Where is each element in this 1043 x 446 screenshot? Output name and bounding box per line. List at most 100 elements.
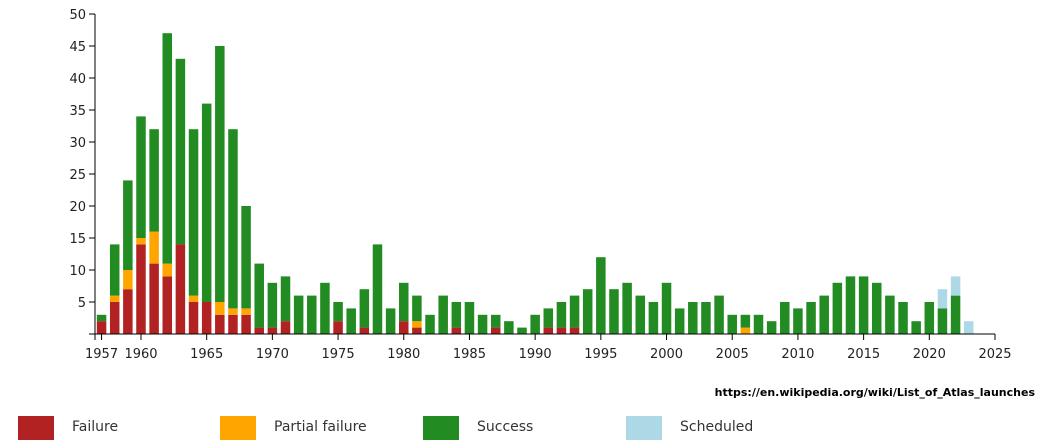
bar-partial-failure-1964 <box>188 295 199 302</box>
bar-success-1974 <box>320 282 330 334</box>
bar-success-1975 <box>333 302 343 322</box>
bar-failure-1971 <box>280 321 291 334</box>
bar-success-1976 <box>346 308 356 334</box>
bar-success-1994 <box>582 289 593 334</box>
bar-failure-1961 <box>149 263 159 334</box>
bar-success-2003 <box>701 302 711 334</box>
bar-success-1992 <box>556 302 567 328</box>
bar-failure-1958 <box>109 302 120 334</box>
bar-partial-failure-1967 <box>228 308 238 315</box>
x-tick-label: 1995 <box>584 347 617 362</box>
legend-swatch-success <box>423 416 459 440</box>
source-url[interactable]: https://en.wikipedia.org/wiki/List_of_At… <box>714 386 1035 399</box>
bar-success-1995 <box>596 257 606 334</box>
legend-label-failure: Failure <box>72 419 119 435</box>
bar-success-2008 <box>766 321 777 334</box>
bar-success-1982 <box>425 314 435 334</box>
y-tick-label: 40 <box>69 72 86 87</box>
bar-failure-1963 <box>175 244 186 334</box>
bar-failure-1991 <box>543 327 554 334</box>
bar-success-1958 <box>109 244 120 296</box>
y-tick-label: 20 <box>69 200 86 215</box>
legend-label-success: Success <box>477 419 534 435</box>
bar-success-2005 <box>727 314 737 334</box>
bar-success-1964 <box>188 129 199 296</box>
x-tick-label: 1980 <box>387 347 420 362</box>
bar-scheduled-2022 <box>950 276 961 296</box>
x-tick-label: 2015 <box>847 347 880 362</box>
bar-success-1963 <box>175 58 186 245</box>
bar-success-2020 <box>924 302 935 334</box>
bar-partial-failure-1961 <box>149 231 159 264</box>
legend-swatch-failure <box>18 416 54 440</box>
bar-success-2015 <box>858 276 869 334</box>
bar-failure-1960 <box>136 244 146 334</box>
bar-success-2006 <box>740 314 751 328</box>
bar-failure-1977 <box>359 327 370 334</box>
bar-failure-1984 <box>451 327 462 334</box>
bar-success-2010 <box>793 308 803 334</box>
bar-success-1987 <box>490 314 501 328</box>
bar-success-2017 <box>885 295 895 334</box>
bar-success-1984 <box>451 302 462 328</box>
bar-success-1967 <box>228 129 238 309</box>
x-tick-label: 1965 <box>190 347 223 362</box>
legend-swatch-partial-failure <box>220 416 256 440</box>
bar-failure-1962 <box>162 276 173 334</box>
bar-failure-1957 <box>96 321 107 334</box>
x-tick-label: 2020 <box>913 347 946 362</box>
y-tick-label: 45 <box>69 40 86 55</box>
bar-failure-1964 <box>188 302 199 334</box>
bar-success-1973 <box>307 295 317 334</box>
bar-success-1971 <box>280 276 291 322</box>
bar-success-1965 <box>201 103 212 302</box>
x-tick-label: 1975 <box>322 347 355 362</box>
legend-swatch-scheduled <box>626 416 662 440</box>
bar-success-1985 <box>464 302 475 334</box>
bar-partial-failure-1960 <box>136 238 146 245</box>
bar-success-1969 <box>254 263 264 328</box>
bar-success-2018 <box>898 302 908 334</box>
bar-success-1996 <box>609 289 619 334</box>
bar-partial-failure-1968 <box>241 308 251 315</box>
bar-success-2014 <box>845 276 856 334</box>
bar-failure-1987 <box>490 327 501 334</box>
x-tick-label: 2005 <box>716 347 749 362</box>
bar-partial-failure-1966 <box>215 302 225 315</box>
bar-success-2002 <box>688 302 698 334</box>
bar-success-1966 <box>215 46 225 302</box>
y-tick-label: 50 <box>69 8 86 23</box>
bar-success-1998 <box>635 295 646 334</box>
bar-success-1997 <box>622 282 632 334</box>
bar-success-2019 <box>911 321 921 334</box>
x-tick-label: 1970 <box>256 347 289 362</box>
bar-failure-1993 <box>569 327 580 334</box>
bar-partial-failure-1959 <box>123 270 133 290</box>
bar-success-1990 <box>530 314 540 334</box>
bar-success-1957 <box>96 314 107 322</box>
bar-failure-1959 <box>123 289 133 334</box>
bar-success-1993 <box>569 295 580 328</box>
bar-success-1980 <box>399 282 409 322</box>
x-tick-label: 2025 <box>978 347 1011 362</box>
bar-success-2013 <box>832 282 843 334</box>
bar-success-2009 <box>780 302 790 334</box>
bar-partial-failure-1962 <box>162 263 173 277</box>
bar-failure-1967 <box>228 314 238 334</box>
bar-success-2001 <box>674 308 685 334</box>
bar-partial-failure-1981 <box>412 321 422 328</box>
bar-success-2016 <box>872 282 882 334</box>
x-tick-label: 1985 <box>453 347 486 362</box>
bar-success-2022 <box>950 295 961 334</box>
x-tick-label: 2000 <box>650 347 683 362</box>
y-tick-label: 35 <box>69 104 86 119</box>
bar-success-1961 <box>149 129 159 232</box>
y-tick-label: 10 <box>69 264 86 279</box>
bar-success-1983 <box>438 295 448 334</box>
bar-success-1959 <box>123 180 133 270</box>
bar-success-1962 <box>162 33 173 264</box>
bar-success-1968 <box>241 206 251 309</box>
y-tick-label: 5 <box>78 296 86 311</box>
